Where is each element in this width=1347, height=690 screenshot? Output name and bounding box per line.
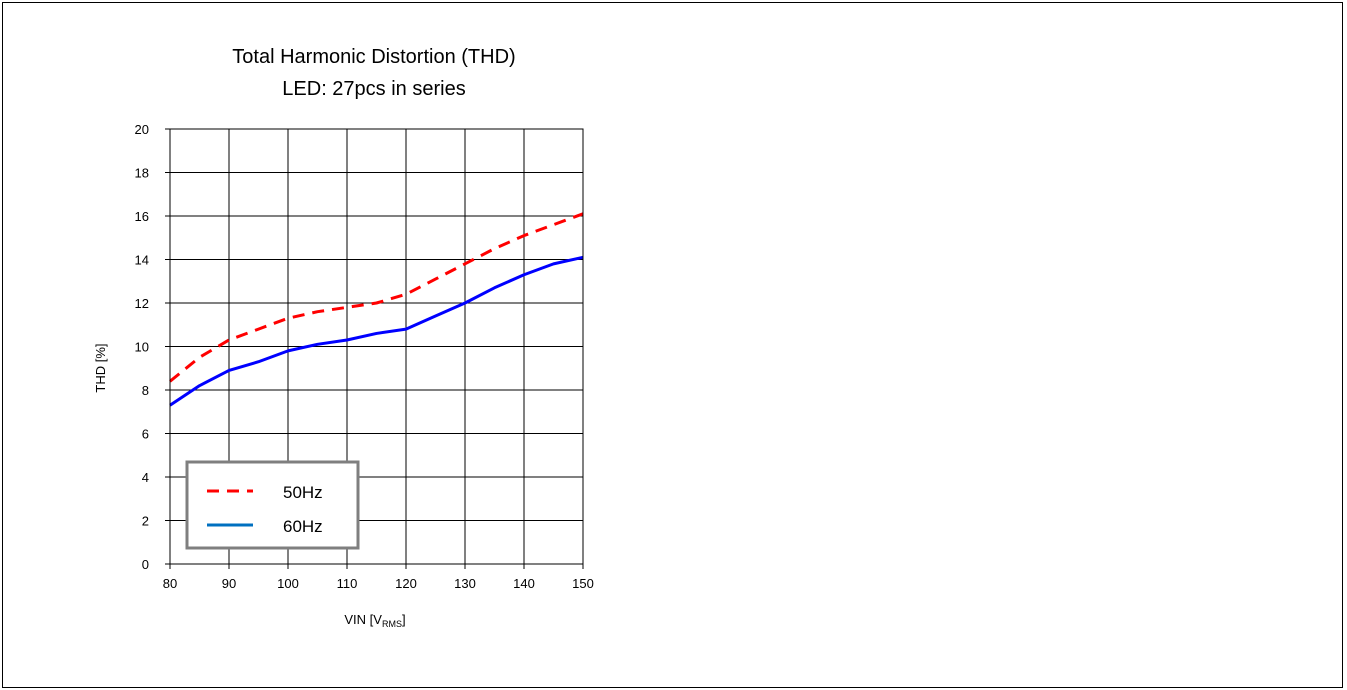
y-tick-label: 18 [135, 166, 149, 181]
y-tick-label: 14 [135, 253, 149, 268]
legend-label-50hz: 50Hz [283, 483, 323, 502]
x-axis-label: VIN [VRMS] [344, 612, 405, 629]
x-tick-label: 150 [572, 576, 594, 591]
x-tick-label: 80 [163, 576, 177, 591]
chart-title: Total Harmonic Distortion (THD) [232, 46, 515, 68]
x-tick-label: 120 [395, 576, 417, 591]
series-line-60hz [169, 255, 584, 407]
y-tick-label: 0 [142, 557, 149, 572]
y-tick-label: 20 [135, 122, 149, 137]
x-axis-label-main: VIN [V [344, 612, 382, 627]
y-tick-label: 16 [135, 209, 149, 224]
series-layer [169, 212, 584, 407]
y-tick-label: 12 [135, 296, 149, 311]
y-axis-label: THD [%] [93, 343, 108, 392]
x-tick-label: 100 [277, 576, 299, 591]
series-line-50hz [169, 212, 584, 383]
y-tick-label: 2 [142, 514, 149, 529]
x-tick-label: 130 [454, 576, 476, 591]
x-axis-ticks: 80 90 100 110 120 130 140 150 [163, 564, 594, 591]
x-axis-label-subscript: RMS [382, 619, 402, 629]
y-tick-label: 10 [135, 340, 149, 355]
chart-subtitle: LED: 27pcs in series [282, 78, 465, 100]
y-tick-label: 6 [142, 427, 149, 442]
legend-box [185, 460, 360, 550]
x-tick-label: 110 [337, 576, 358, 591]
y-tick-label: 4 [142, 470, 149, 485]
legend: 50Hz 60Hz [185, 460, 360, 550]
y-tick-label: 8 [142, 383, 149, 398]
y-axis-ticks: 0 2 4 6 8 10 12 14 16 18 20 [135, 122, 170, 572]
x-tick-label: 140 [513, 576, 535, 591]
x-axis-label-close: ] [402, 612, 406, 627]
legend-label-60hz: 60Hz [283, 517, 323, 536]
x-tick-label: 90 [222, 576, 236, 591]
